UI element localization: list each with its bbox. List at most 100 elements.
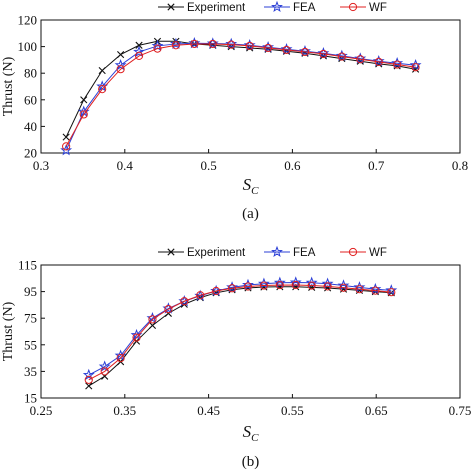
x-tick-label: 0.7: [368, 158, 385, 173]
data-point: [208, 39, 217, 49]
data-point: [227, 40, 236, 49]
data-point: [148, 321, 157, 330]
data-point: [243, 282, 253, 291]
data-point: [291, 280, 300, 290]
chart-a: 0.3 0.4 0.5 0.6 0.7 0.8 20 40 60 80 100 120 Thrust (…: [1, 0, 468, 222]
data-point: [134, 51, 144, 61]
data-point: [391, 56, 404, 69]
data-point: [85, 382, 93, 390]
plot-frame: [40, 19, 461, 154]
data-point: [275, 280, 284, 290]
y-tick-label: 60: [24, 92, 37, 107]
data-point: [190, 39, 199, 49]
data-point: [212, 286, 221, 296]
data-point: [169, 37, 182, 49]
x-tick-label: 0.65: [365, 403, 388, 418]
data-point: [117, 50, 125, 59]
y-tick-label: 115: [18, 258, 37, 273]
x-tick-label: 0.3: [33, 158, 49, 173]
data-point: [79, 110, 88, 119]
legend-marker-experiment: [167, 3, 175, 11]
legend-marker-experiment: [167, 248, 175, 256]
data-point: [98, 66, 106, 75]
data-point: [393, 60, 402, 69]
data-point: [148, 315, 157, 324]
plot-frame: [40, 264, 461, 399]
data-point: [371, 286, 380, 295]
data-point: [263, 43, 273, 53]
legend-marker-fea: [271, 0, 283, 13]
data-point: [385, 284, 398, 296]
legend-marker-wf: [348, 2, 358, 12]
y-tick-label: 15: [24, 391, 37, 406]
data-point: [84, 375, 93, 384]
series-wf: [62, 39, 420, 151]
data-point: [259, 281, 269, 290]
data-point: [153, 44, 162, 53]
series-line: [88, 284, 392, 381]
x-tick-label: 0.5: [200, 158, 216, 173]
x-tick-label: 0.75: [449, 403, 472, 418]
chart-b: 0.25 0.35 0.45 0.55 0.65 0.75 15 35 55 75 95 115 Thr…: [1, 245, 472, 470]
legend: Experiment FEA WF: [158, 0, 387, 14]
legend-label-wf: WF: [369, 247, 387, 259]
legend-label-wf: WF: [369, 2, 387, 14]
data-point: [82, 368, 95, 381]
data-point: [339, 283, 348, 292]
x-axis-label: SC: [243, 175, 260, 197]
data-point: [337, 52, 346, 61]
data-point: [100, 367, 109, 376]
data-point: [411, 63, 420, 72]
data-point: [323, 282, 332, 291]
y-tick-label: 95: [24, 284, 37, 299]
y-tick-label: 35: [24, 364, 37, 379]
data-point: [114, 58, 127, 71]
data-point: [319, 49, 328, 59]
legend-label-experiment: Experiment: [187, 2, 246, 14]
series-experiment: [62, 37, 420, 141]
data-point: [282, 45, 291, 55]
subfigure-caption: (b): [242, 454, 260, 470]
y-tick-label: 120: [18, 13, 38, 28]
data-point: [321, 277, 334, 289]
y-tick-label: 75: [24, 311, 37, 326]
data-point: [196, 291, 205, 300]
y-tick-label: 40: [24, 119, 37, 134]
data-point: [62, 133, 70, 141]
data-point: [60, 144, 73, 156]
x-tick-label: 0.6: [284, 158, 301, 173]
data-point: [133, 45, 145, 57]
series-line: [65, 40, 416, 138]
data-point: [151, 39, 164, 51]
series-line: [65, 43, 416, 147]
data-point: [307, 281, 316, 290]
data-point: [226, 281, 238, 293]
series-fea: [82, 276, 398, 381]
data-point: [116, 354, 125, 363]
x-tick-label: 0.4: [117, 158, 134, 173]
data-point: [355, 285, 364, 294]
x-tick-label: 0.45: [197, 403, 220, 418]
data-point: [132, 333, 141, 342]
series-experiment: [85, 283, 395, 390]
data-point: [80, 96, 88, 104]
data-point: [135, 41, 143, 49]
x-tick-label: 0.55: [281, 403, 304, 418]
data-point: [356, 55, 365, 64]
series-wf: [84, 280, 396, 384]
data-point: [116, 65, 125, 74]
data-point: [98, 360, 111, 372]
legend-label-fea: FEA: [293, 2, 316, 14]
x-tick-label: 0.8: [452, 158, 468, 173]
legend-marker-fea: [271, 245, 283, 258]
y-tick-label: 80: [24, 66, 37, 81]
data-point: [305, 276, 318, 288]
y-axis-label: Thrust (N): [1, 56, 16, 116]
data-point: [227, 284, 237, 293]
y-axis-label: Thrust (N): [1, 301, 16, 361]
data-point: [300, 47, 310, 57]
data-point: [245, 41, 254, 51]
data-point: [374, 57, 383, 66]
data-point: [180, 297, 189, 306]
